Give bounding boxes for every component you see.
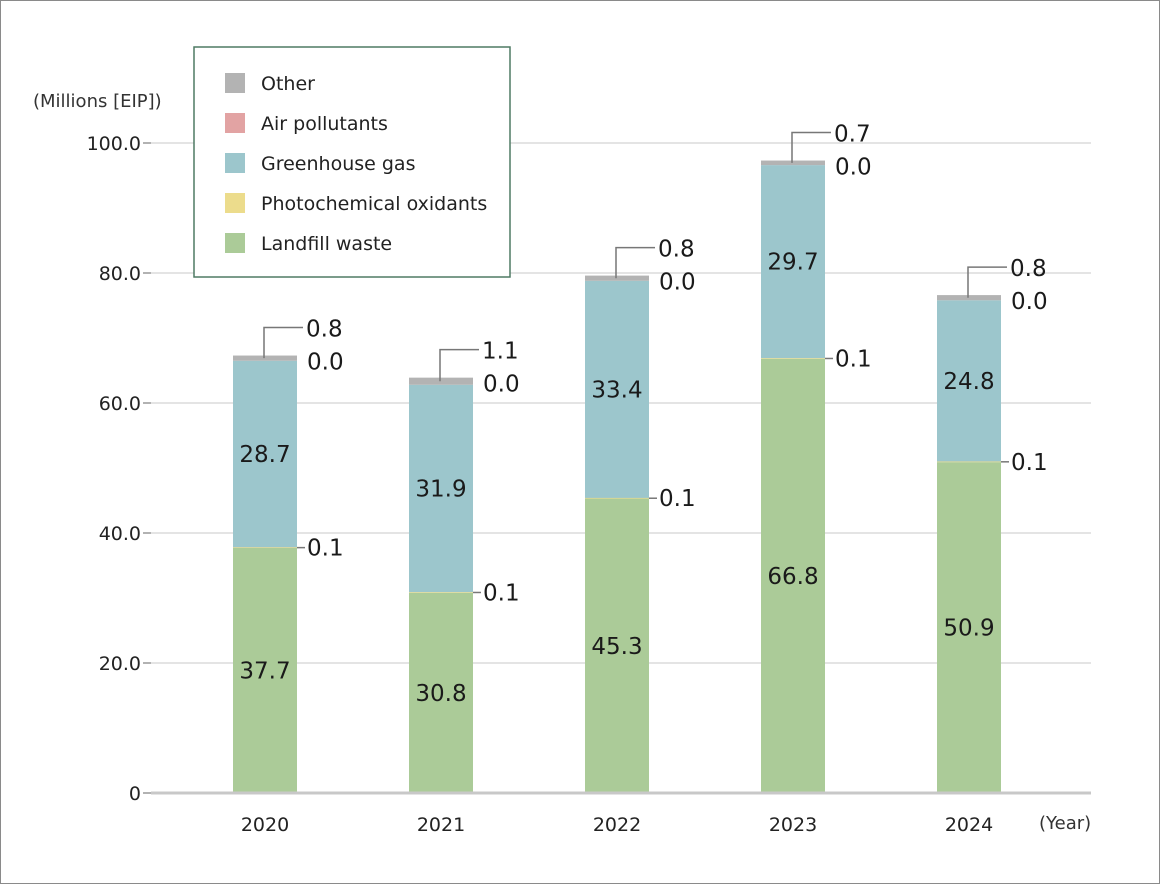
legend-swatch: [225, 113, 245, 133]
y-tick-label: 60.0: [99, 393, 141, 415]
callout-label: 0.0: [483, 372, 520, 398]
x-tick-label: 2023: [769, 814, 817, 836]
legend-label: Landfill waste: [261, 233, 392, 255]
callout-label: 0.0: [835, 155, 872, 181]
callout-label: 1.1: [482, 339, 519, 365]
bar-landfill-waste: [761, 358, 825, 793]
y-axis-title: (Millions [EIP]): [33, 91, 162, 112]
bar-greenhouse-gas: [409, 384, 473, 593]
legend-box: [193, 46, 511, 278]
bar-value-label: 45.3: [591, 634, 642, 660]
legend-label: Other: [261, 73, 315, 95]
bar-value-label: 29.7: [767, 250, 818, 276]
bar-value-label: 30.8: [415, 681, 466, 707]
bar-landfill-waste: [585, 498, 649, 793]
bar-landfill-waste: [233, 547, 297, 793]
bar-other: [761, 160, 825, 166]
callout-label: 0.8: [1010, 256, 1047, 282]
bar-greenhouse-gas: [233, 360, 297, 548]
callout-label: 0.1: [307, 536, 344, 562]
x-tick-label: 2022: [593, 814, 641, 836]
y-tick-label: 40.0: [99, 523, 141, 545]
legend-label: Air pollutants: [261, 113, 388, 135]
callout-label: 0.1: [1011, 450, 1048, 476]
y-tick-label: 20.0: [99, 653, 141, 675]
legend-label: Photochemical oxidants: [261, 193, 487, 215]
legend-swatch: [225, 73, 245, 93]
y-tick-label: 0: [129, 783, 141, 805]
callout-label: 0.0: [659, 270, 696, 296]
bar-value-label: 24.8: [943, 369, 994, 395]
x-tick-label: 2021: [417, 814, 465, 836]
legend-swatch: [225, 193, 245, 213]
bar-value-label: 50.9: [943, 616, 994, 642]
callout-leader: [791, 131, 831, 163]
bar-value-label: 31.9: [415, 476, 466, 502]
bar-greenhouse-gas: [937, 300, 1001, 462]
y-tick-label: 80.0: [99, 263, 141, 285]
bar-other: [585, 275, 649, 281]
y-tick-label: 100.0: [87, 133, 141, 155]
callout-label: 0.8: [658, 237, 695, 263]
callout-leader: [263, 326, 303, 359]
callout-label: 0.0: [307, 350, 344, 376]
callout-label: 0.1: [483, 580, 520, 606]
bar-landfill-waste: [409, 592, 473, 793]
callout-label: 0.0: [1011, 289, 1048, 315]
bar-value-label: 37.7: [239, 658, 290, 684]
legend-swatch: [225, 233, 245, 253]
bar-landfill-waste: [937, 462, 1001, 793]
legend-swatch: [225, 153, 245, 173]
callout-label: 0.1: [835, 346, 872, 372]
callout-label: 0.8: [306, 317, 343, 343]
legend-label: Greenhouse gas: [261, 153, 415, 175]
bar-value-label: 28.7: [239, 442, 290, 468]
bar-other: [937, 295, 1001, 301]
callout-leader: [967, 266, 1007, 298]
callout-leader: [439, 348, 479, 382]
callout-label: 0.7: [834, 122, 871, 148]
bar-value-label: 33.4: [591, 377, 642, 403]
callout-leader: [615, 246, 655, 279]
x-tick-label: 2020: [241, 814, 289, 836]
callout-label: 0.1: [659, 486, 696, 512]
bar-greenhouse-gas: [585, 280, 649, 498]
bar-greenhouse-gas: [761, 165, 825, 359]
x-tick-label: 2024: [945, 814, 993, 836]
x-axis-title: (Year): [1039, 813, 1091, 834]
bar-other: [233, 355, 297, 361]
bar-other: [409, 377, 473, 385]
bar-value-label: 66.8: [767, 564, 818, 590]
